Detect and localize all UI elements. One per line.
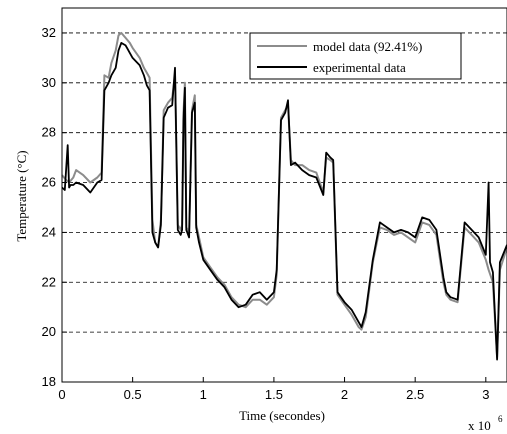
x-tick-label: 2 [341,387,348,402]
x-tick-label: 0 [58,387,65,402]
x-tick-label: 3 [482,387,489,402]
y-tick-label: 30 [42,75,56,90]
y-tick-label: 20 [42,324,56,339]
y-tick-labels: 18 20 22 24 26 28 30 32 [42,25,56,389]
series-line-experimental-data [61,42,507,361]
legend-box [249,32,462,80]
legend-label-model: model data (92.41%) [313,39,422,54]
x-tick-label: 0.5 [124,387,142,402]
y-tick-label: 26 [42,175,56,190]
y-tick-label: 22 [42,274,56,289]
x-tick-labels: 0 0.5 1 1.5 2 2.5 3 [58,387,489,402]
y-tick-label: 24 [42,224,56,239]
y-tick-label: 18 [42,374,56,389]
legend: model data (92.41%) experimental data [249,32,462,80]
x-axis-multiplier: x 10 [468,418,491,433]
x-axis-title: Time (secondes) [239,408,325,423]
series-layer [61,31,507,361]
x-axis-multiplier-exponent: 6 [498,414,503,424]
legend-label-experimental: experimental data [313,60,406,75]
y-tick-label: 32 [42,25,56,40]
y-tick-label: 28 [42,125,56,140]
plot-frame [61,7,507,383]
x-tick-label: 1 [200,387,207,402]
x-tick-label: 1.5 [265,387,283,402]
y-axis-title: Temperature (°C) [14,150,29,241]
x-tick-label: 2.5 [406,387,424,402]
axis-ticks [61,32,487,383]
